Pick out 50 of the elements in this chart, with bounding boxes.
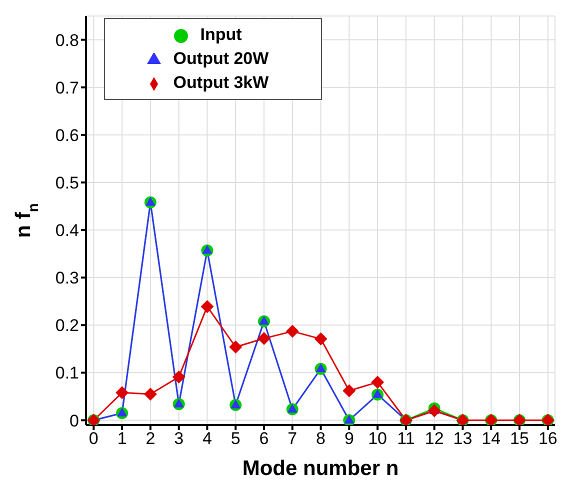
- point: [202, 244, 212, 254]
- x-tick-label: 7: [288, 429, 298, 448]
- point: [287, 404, 298, 413]
- point: [229, 340, 242, 354]
- point: [286, 324, 299, 338]
- point: [144, 388, 157, 401]
- x-tick-label: 2: [146, 429, 156, 448]
- y-tick-label: 0.8: [55, 30, 79, 50]
- x-tick-label: 6: [259, 429, 269, 448]
- y-tick-label: 0.4: [55, 221, 79, 240]
- point: [372, 389, 383, 398]
- y-tick-label: 0.7: [55, 78, 79, 98]
- y-tick-label: 0.2: [55, 316, 79, 336]
- x-axis-title: Mode number n: [242, 457, 399, 480]
- point: [230, 400, 241, 408]
- x-tick-label: 8: [316, 429, 326, 448]
- point: [145, 196, 156, 206]
- x-tick-label: 9: [344, 429, 354, 448]
- point: [174, 398, 184, 408]
- legend-label: Output 3kW: [173, 73, 269, 92]
- point: [314, 332, 328, 346]
- x-tick-label: 12: [424, 429, 444, 448]
- point: [428, 404, 441, 418]
- legend-label: Output 20W: [173, 49, 269, 68]
- y-tick-label: 0.5: [55, 173, 79, 192]
- point: [117, 408, 128, 416]
- y-tick-label: 0.6: [55, 126, 79, 145]
- x-tick-label: 14: [482, 429, 501, 448]
- x-tick-label: 13: [453, 429, 472, 448]
- y-tick-label: 0: [70, 411, 79, 430]
- x-tick-label: 5: [230, 429, 240, 448]
- x-tick-label: 11: [397, 429, 415, 448]
- point: [200, 300, 214, 314]
- x-tick-label: 0: [88, 429, 98, 448]
- x-tick-label: 4: [202, 429, 212, 448]
- point: [258, 332, 271, 345]
- x-tick-label: 1: [117, 429, 127, 448]
- y-tick-label: 0.1: [55, 364, 79, 383]
- x-tick-label: 15: [510, 429, 529, 448]
- x-tick-label: 10: [368, 429, 388, 448]
- point: [259, 316, 269, 325]
- x-tick-label: 16: [538, 429, 558, 448]
- point: [316, 363, 326, 372]
- point: [342, 384, 356, 398]
- legend-label: Input: [200, 25, 242, 44]
- point: [172, 370, 186, 384]
- x-tick-label: 3: [174, 429, 184, 448]
- y-tick-label: 0.3: [55, 268, 79, 288]
- point: [116, 386, 129, 400]
- point: [371, 376, 384, 389]
